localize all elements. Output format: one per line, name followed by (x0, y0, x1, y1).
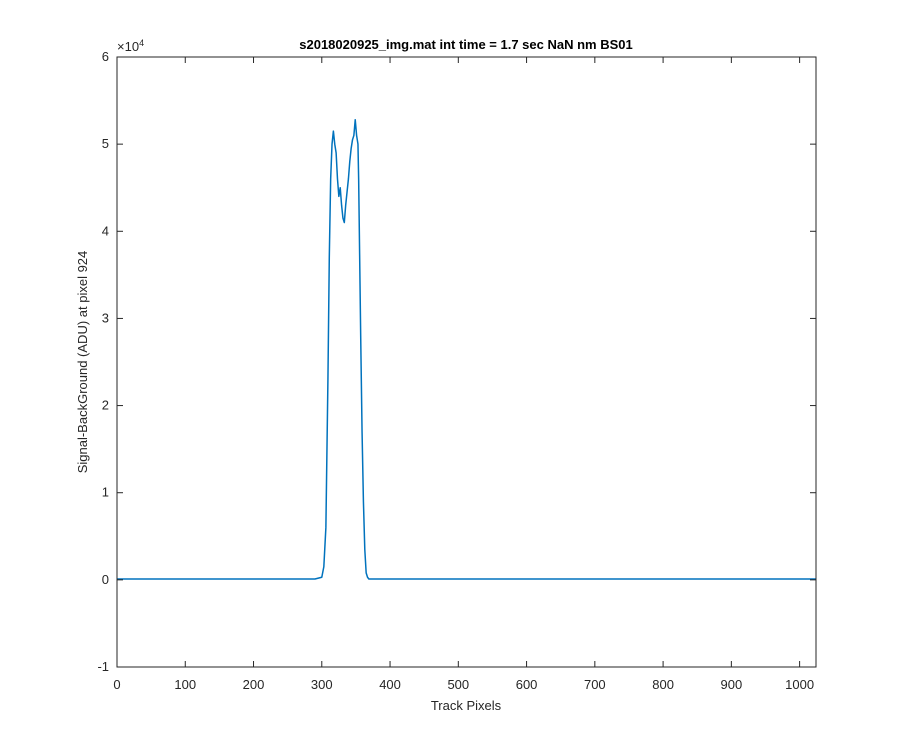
series-line-0 (117, 118, 816, 580)
y-tick-label: 6 (102, 49, 109, 64)
plot-area (117, 57, 816, 667)
x-tick-label: 200 (243, 677, 265, 692)
x-tick-label: 400 (379, 677, 401, 692)
x-tick-label: 1000 (785, 677, 814, 692)
y-tick-label: 1 (102, 485, 109, 500)
x-tick-label: 900 (721, 677, 743, 692)
y-exponent-power: 4 (139, 38, 144, 48)
x-tick-label: 600 (516, 677, 538, 692)
x-tick-label: 100 (174, 677, 196, 692)
x-tick-label: 0 (113, 677, 120, 692)
y-tick-label: -1 (97, 659, 109, 674)
y-exponent-base: ×10 (117, 39, 139, 54)
y-tick-label: 0 (102, 572, 109, 587)
x-tick-label: 500 (447, 677, 469, 692)
series-layer (117, 118, 816, 580)
x-axis-label: Track Pixels (431, 698, 502, 713)
chart-title: s2018020925_img.mat int time = 1.7 sec N… (299, 37, 633, 52)
y-tick-label: 2 (102, 398, 109, 413)
y-tick-label: 5 (102, 136, 109, 151)
axes-box (116, 56, 817, 668)
x-tick-label: 800 (652, 677, 674, 692)
y-axis-exponent: ×104 (117, 38, 144, 54)
x-axis: 0 100 200 300 400 500 600 700 800 900 1000 (113, 57, 814, 692)
y-tick-label: 4 (102, 223, 109, 238)
y-tick-label: 3 (102, 310, 109, 325)
y-axis: -1 0 1 2 3 4 5 6 (97, 49, 816, 674)
x-tick-label: 700 (584, 677, 606, 692)
x-tick-label: 300 (311, 677, 333, 692)
y-axis-label: Signal-BackGround (ADU) at pixel 924 (75, 251, 90, 474)
